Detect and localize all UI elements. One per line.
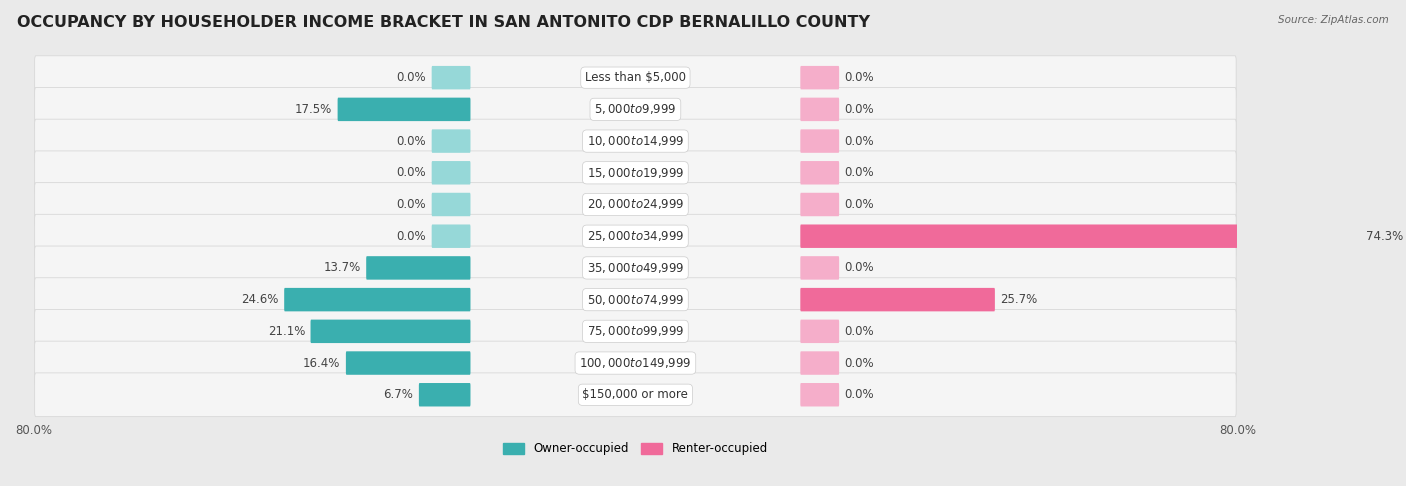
Text: 0.0%: 0.0% [845, 166, 875, 179]
Text: 24.6%: 24.6% [242, 293, 278, 306]
FancyBboxPatch shape [800, 66, 839, 89]
FancyBboxPatch shape [800, 225, 1361, 248]
Text: 21.1%: 21.1% [267, 325, 305, 338]
Text: 0.0%: 0.0% [396, 166, 426, 179]
Text: 74.3%: 74.3% [1367, 230, 1403, 243]
FancyBboxPatch shape [432, 225, 471, 248]
FancyBboxPatch shape [432, 66, 471, 89]
FancyBboxPatch shape [35, 246, 1236, 290]
Text: $100,000 to $149,999: $100,000 to $149,999 [579, 356, 692, 370]
FancyBboxPatch shape [311, 320, 471, 343]
Text: $25,000 to $34,999: $25,000 to $34,999 [586, 229, 685, 243]
FancyBboxPatch shape [35, 341, 1236, 385]
Text: 6.7%: 6.7% [384, 388, 413, 401]
FancyBboxPatch shape [35, 373, 1236, 417]
Text: 0.0%: 0.0% [845, 388, 875, 401]
FancyBboxPatch shape [432, 161, 471, 185]
Text: 0.0%: 0.0% [396, 135, 426, 148]
FancyBboxPatch shape [35, 310, 1236, 353]
Text: $50,000 to $74,999: $50,000 to $74,999 [586, 293, 685, 307]
Text: $15,000 to $19,999: $15,000 to $19,999 [586, 166, 685, 180]
Text: Less than $5,000: Less than $5,000 [585, 71, 686, 84]
FancyBboxPatch shape [35, 278, 1236, 322]
Text: 0.0%: 0.0% [845, 198, 875, 211]
FancyBboxPatch shape [284, 288, 471, 312]
Text: 25.7%: 25.7% [1000, 293, 1038, 306]
FancyBboxPatch shape [35, 119, 1236, 163]
Text: 17.5%: 17.5% [295, 103, 332, 116]
FancyBboxPatch shape [35, 56, 1236, 100]
Text: 13.7%: 13.7% [323, 261, 361, 275]
Text: $75,000 to $99,999: $75,000 to $99,999 [586, 324, 685, 338]
FancyBboxPatch shape [337, 98, 471, 121]
FancyBboxPatch shape [800, 383, 839, 406]
FancyBboxPatch shape [800, 98, 839, 121]
Text: 0.0%: 0.0% [845, 325, 875, 338]
Text: OCCUPANCY BY HOUSEHOLDER INCOME BRACKET IN SAN ANTONITO CDP BERNALILLO COUNTY: OCCUPANCY BY HOUSEHOLDER INCOME BRACKET … [17, 15, 870, 30]
Text: 0.0%: 0.0% [845, 261, 875, 275]
Text: $5,000 to $9,999: $5,000 to $9,999 [595, 103, 676, 116]
FancyBboxPatch shape [35, 151, 1236, 195]
Text: $10,000 to $14,999: $10,000 to $14,999 [586, 134, 685, 148]
Text: 0.0%: 0.0% [845, 103, 875, 116]
Text: 0.0%: 0.0% [845, 71, 875, 84]
FancyBboxPatch shape [800, 351, 839, 375]
Text: 0.0%: 0.0% [845, 357, 875, 369]
FancyBboxPatch shape [800, 288, 995, 312]
Text: $20,000 to $24,999: $20,000 to $24,999 [586, 197, 685, 211]
FancyBboxPatch shape [346, 351, 471, 375]
FancyBboxPatch shape [800, 193, 839, 216]
Text: $35,000 to $49,999: $35,000 to $49,999 [586, 261, 685, 275]
Text: $150,000 or more: $150,000 or more [582, 388, 689, 401]
Text: 16.4%: 16.4% [304, 357, 340, 369]
Text: 0.0%: 0.0% [396, 198, 426, 211]
FancyBboxPatch shape [366, 256, 471, 279]
FancyBboxPatch shape [432, 129, 471, 153]
Text: 0.0%: 0.0% [396, 230, 426, 243]
Legend: Owner-occupied, Renter-occupied: Owner-occupied, Renter-occupied [498, 437, 772, 460]
FancyBboxPatch shape [800, 129, 839, 153]
FancyBboxPatch shape [35, 87, 1236, 131]
Text: 0.0%: 0.0% [396, 71, 426, 84]
Text: 0.0%: 0.0% [845, 135, 875, 148]
FancyBboxPatch shape [35, 183, 1236, 226]
FancyBboxPatch shape [800, 256, 839, 279]
FancyBboxPatch shape [432, 193, 471, 216]
FancyBboxPatch shape [419, 383, 471, 406]
Text: Source: ZipAtlas.com: Source: ZipAtlas.com [1278, 15, 1389, 25]
FancyBboxPatch shape [800, 161, 839, 185]
FancyBboxPatch shape [35, 214, 1236, 258]
FancyBboxPatch shape [800, 320, 839, 343]
